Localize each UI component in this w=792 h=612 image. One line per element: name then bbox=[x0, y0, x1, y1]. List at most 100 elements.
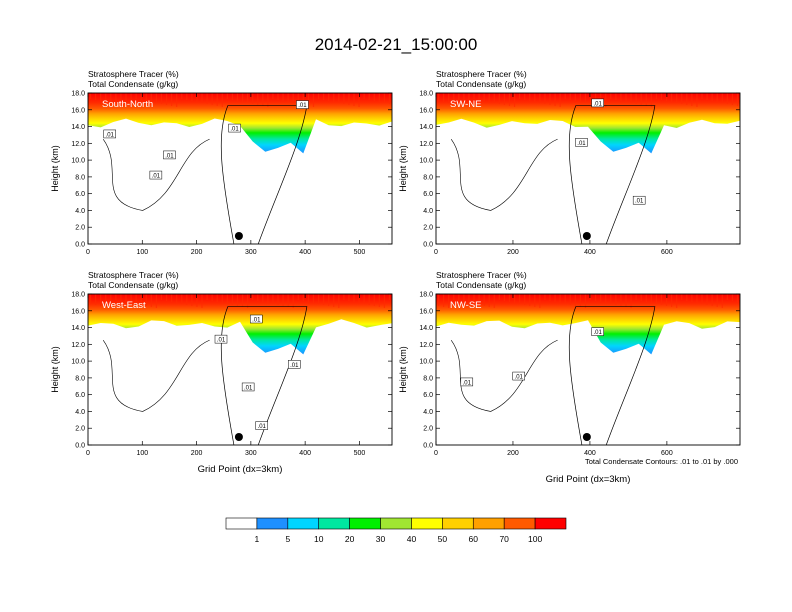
condensate-contour bbox=[450, 138, 558, 211]
x-tick-label: 0 bbox=[434, 450, 438, 457]
colorbar-swatch bbox=[225, 517, 258, 530]
plot-frame bbox=[435, 293, 741, 446]
contour-label-box bbox=[460, 377, 474, 387]
contour-label: .01 bbox=[635, 199, 644, 205]
panel-3: Stratosphere Tracer (%)Total Condensate … bbox=[50, 270, 393, 475]
contour-label-box bbox=[591, 98, 604, 108]
y-tick-label: 14.0 bbox=[71, 124, 85, 131]
panel-label: SW-NE bbox=[450, 99, 482, 110]
x-tick-label: 500 bbox=[354, 450, 366, 457]
contour-label-box bbox=[163, 150, 176, 160]
y-tick-label: 10.0 bbox=[419, 158, 433, 165]
contour-label: .01 bbox=[577, 141, 586, 147]
tracer-field bbox=[88, 93, 392, 154]
contour-label-box bbox=[632, 195, 646, 205]
colorbar-swatch bbox=[256, 517, 289, 530]
location-marker bbox=[234, 232, 243, 240]
y-tick-label: 18.0 bbox=[71, 91, 85, 98]
contour-label-box bbox=[241, 382, 255, 392]
y-tick-label: 2.0 bbox=[75, 426, 85, 433]
plot-frame bbox=[87, 293, 393, 446]
location-marker bbox=[582, 433, 591, 441]
subtitle-condensate: Total Condensate (g/kg) bbox=[436, 79, 526, 89]
colorbar-swatch bbox=[442, 517, 474, 530]
contour-label-box bbox=[103, 129, 116, 139]
x-axis-label: Grid Point (dx=3km) bbox=[198, 464, 283, 475]
location-marker bbox=[234, 433, 243, 441]
colorbar-label: 70 bbox=[499, 534, 509, 544]
y-tick-label: 4.0 bbox=[75, 208, 85, 215]
y-tick-label: 4.0 bbox=[75, 409, 85, 416]
colorbar-label: 20 bbox=[345, 534, 355, 544]
contour-label: .01 bbox=[515, 375, 524, 381]
x-tick-label: 400 bbox=[299, 249, 311, 256]
y-tick-label: 12.0 bbox=[419, 141, 433, 148]
x-tick-label: 600 bbox=[661, 249, 673, 256]
y-tick-label: 14.0 bbox=[419, 124, 433, 131]
contour-label: .01 bbox=[252, 318, 261, 324]
y-tick-label: 0.0 bbox=[423, 242, 433, 249]
condensate-contour bbox=[102, 339, 210, 412]
x-tick-label: 100 bbox=[136, 249, 148, 256]
subtitle-tracer: Stratosphere Tracer (%) bbox=[88, 69, 179, 79]
colorbar-swatch bbox=[349, 517, 381, 530]
panel-label: NW-SE bbox=[450, 300, 482, 311]
y-tick-label: 8.0 bbox=[423, 375, 433, 382]
y-tick-label: 10.0 bbox=[71, 359, 85, 366]
condensate-contour bbox=[568, 105, 656, 245]
y-tick-label: 6.0 bbox=[75, 191, 85, 198]
colorbar-label: 60 bbox=[469, 534, 479, 544]
contour-label: .01 bbox=[593, 101, 602, 107]
colorbar-label: 100 bbox=[528, 534, 542, 544]
contour-label: .01 bbox=[290, 363, 299, 369]
subtitle-tracer: Stratosphere Tracer (%) bbox=[436, 270, 527, 280]
x-tick-label: 400 bbox=[299, 450, 311, 457]
panel-4: Stratosphere Tracer (%)Total Condensate … bbox=[398, 270, 741, 485]
contour-label-box bbox=[591, 327, 604, 336]
contour-label: .01 bbox=[298, 103, 307, 109]
contour-label-box bbox=[149, 170, 163, 180]
tracer-field bbox=[436, 93, 740, 154]
colorbar-label: 5 bbox=[285, 534, 290, 544]
y-tick-label: 8.0 bbox=[75, 174, 85, 181]
contour-label-box bbox=[288, 360, 301, 369]
colorbar-label: 40 bbox=[407, 534, 417, 544]
x-tick-label: 400 bbox=[584, 249, 596, 256]
contour-label: .01 bbox=[463, 380, 472, 386]
x-axis-label: Grid Point (dx=3km) bbox=[546, 474, 631, 485]
subtitle-tracer: Stratosphere Tracer (%) bbox=[88, 270, 179, 280]
y-tick-label: 14.0 bbox=[71, 325, 85, 332]
x-tick-label: 0 bbox=[86, 450, 90, 457]
contour-label: .01 bbox=[244, 385, 253, 391]
y-axis-label: Height (km) bbox=[50, 145, 60, 192]
y-tick-label: 18.0 bbox=[419, 91, 433, 98]
subtitle-condensate: Total Condensate (g/kg) bbox=[436, 280, 526, 290]
contour-label: .01 bbox=[152, 174, 161, 180]
y-tick-label: 6.0 bbox=[75, 392, 85, 399]
x-tick-label: 500 bbox=[354, 249, 366, 256]
contour-label-box bbox=[250, 314, 263, 324]
x-tick-label: 0 bbox=[434, 249, 438, 256]
x-tick-label: 400 bbox=[584, 450, 596, 457]
y-tick-label: 8.0 bbox=[75, 375, 85, 382]
y-tick-label: 4.0 bbox=[423, 409, 433, 416]
subtitle-tracer: Stratosphere Tracer (%) bbox=[436, 69, 527, 79]
x-tick-label: 600 bbox=[661, 450, 673, 457]
x-tick-label: 200 bbox=[191, 249, 203, 256]
y-tick-label: 14.0 bbox=[419, 325, 433, 332]
x-tick-label: 0 bbox=[86, 249, 90, 256]
y-tick-label: 12.0 bbox=[71, 342, 85, 349]
y-tick-label: 12.0 bbox=[419, 342, 433, 349]
colorbar-swatch bbox=[380, 517, 412, 530]
plot-frame bbox=[87, 92, 393, 245]
y-axis-label: Height (km) bbox=[398, 145, 408, 192]
contour-label-box bbox=[575, 138, 588, 147]
x-tick-label: 200 bbox=[507, 450, 519, 457]
colorbar-swatch bbox=[318, 517, 350, 530]
condensate-contour bbox=[220, 306, 308, 446]
panel-label: South-North bbox=[102, 99, 153, 110]
y-tick-label: 12.0 bbox=[71, 141, 85, 148]
contour-label-box bbox=[214, 334, 228, 344]
contour-label-box bbox=[296, 100, 309, 109]
